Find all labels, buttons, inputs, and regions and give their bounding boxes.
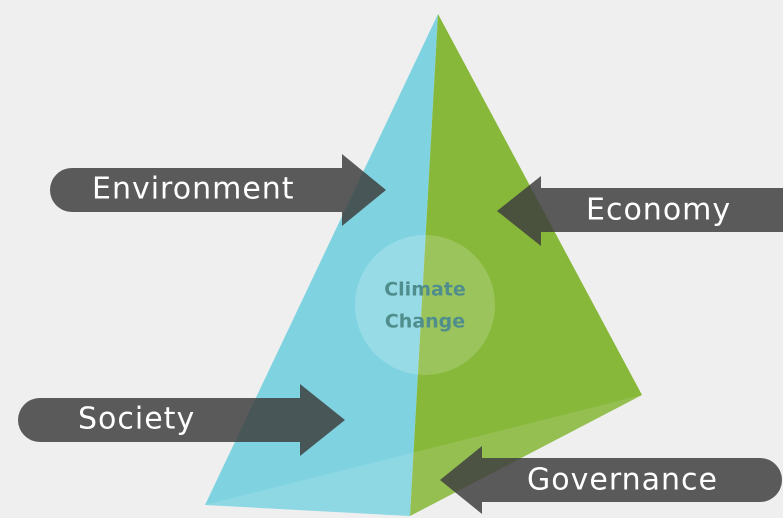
center-label: Climate — [384, 279, 466, 301]
arrow-label: Governance — [527, 463, 718, 498]
arrow-label: Economy — [586, 193, 731, 228]
arrow-label: Environment — [92, 172, 295, 207]
diagram: Climate Change Environment Economy Socie… — [0, 0, 783, 518]
center-circle — [355, 235, 495, 375]
center-label: Change — [385, 311, 465, 333]
arrow-label: Society — [78, 402, 195, 437]
